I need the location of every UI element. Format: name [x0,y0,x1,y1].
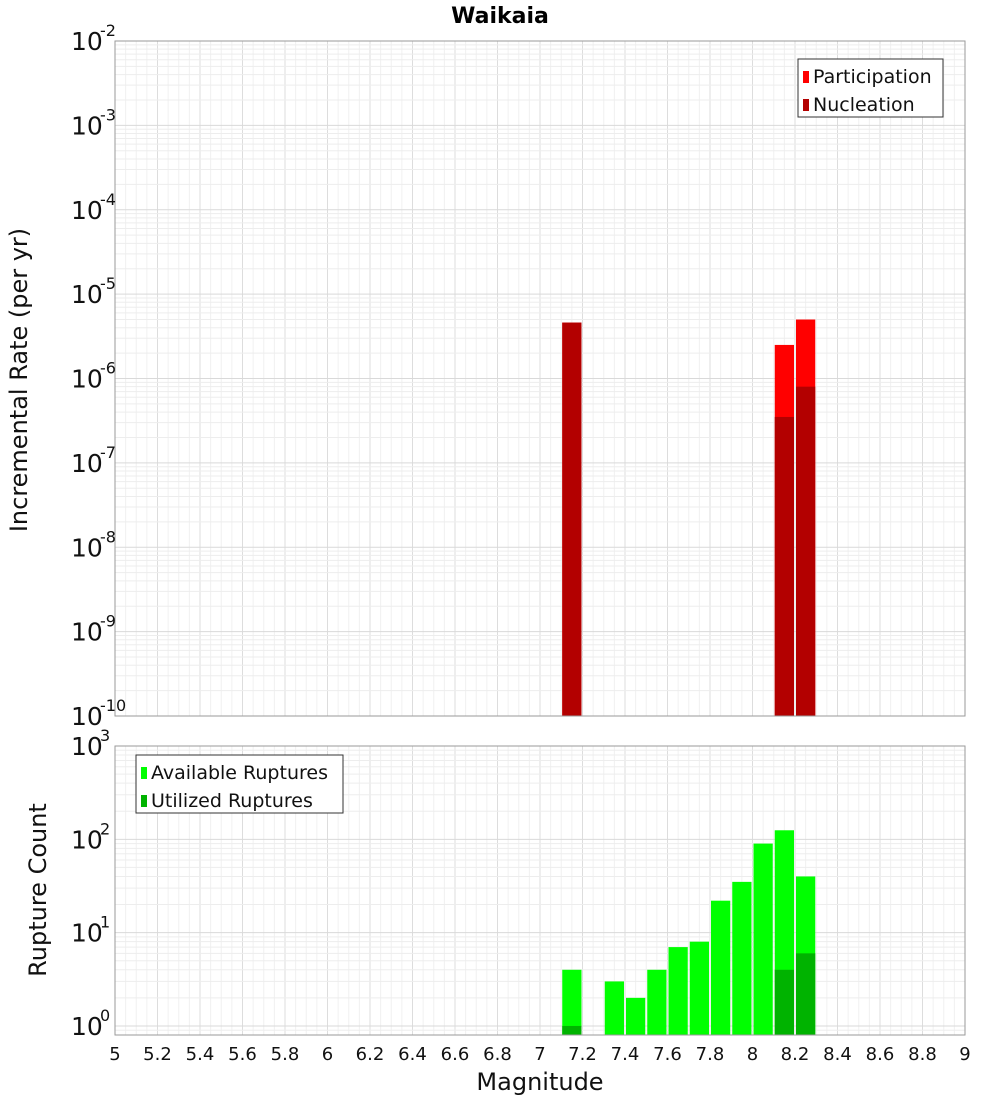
rate-y-tick-exponent: -6 [100,359,116,378]
rate-legend-label: Participation [813,66,932,88]
count-y-tick-exponent: 1 [100,913,110,932]
rate-legend-box [797,58,944,118]
x-tick-label: 8.8 [908,1044,937,1065]
x-tick-label: 6.2 [356,1044,385,1065]
count-legend-label: Available Ruptures [151,762,328,784]
count-legend-swatch [141,767,147,779]
count-y-tick-label: 10 [71,732,103,761]
count-bar [562,1025,582,1035]
count-y-tick-label: 10 [71,825,103,854]
count-bar [626,997,646,1035]
rate-plot-border [114,40,966,717]
count-bar [753,843,773,1035]
count-grid [114,745,966,1036]
count-y-tick-exponent: 3 [100,726,110,745]
rate-legend-swatch [803,99,809,111]
x-tick-label: 8.2 [781,1044,810,1065]
rate-y-tick-label: 10 [71,618,103,647]
count-y-tick-exponent: 2 [100,819,110,838]
x-tick-label: 6.6 [441,1044,470,1065]
rate-y-tick-label: 10 [71,280,103,309]
x-tick-label: 5.6 [228,1044,257,1065]
count-bar [711,900,731,1035]
x-tick-label: 6 [322,1044,333,1065]
count-legend: Available Ruptures Utilized Ruptures [135,754,344,814]
rate-legend-swatch [803,71,809,83]
count-y-tick-label: 10 [71,919,103,948]
x-tick-label: 8.6 [866,1044,895,1065]
rate-y-tick-exponent: -9 [100,612,116,631]
count-bar [732,881,752,1035]
count-legend-box [135,754,344,814]
top-y-axis-label: Incremental Rate (per yr) [5,228,33,532]
rate-y-tick-exponent: -4 [100,190,116,209]
count-bar [796,953,816,1035]
chart-title: Waikaia [451,4,549,29]
count-series-1 [562,953,816,1035]
rate-y-tick-exponent: -2 [100,21,116,40]
x-tick-label: 7.6 [653,1044,682,1065]
rate-y-tick-exponent: -10 [100,696,126,715]
rate-y-tick-label: 10 [71,196,103,225]
rate-legend: Participation Nucleation [797,58,944,118]
rate-legend-label: Nucleation [813,94,915,116]
x-tick-label: 5 [109,1044,120,1065]
count-y-tick-label: 10 [71,1012,103,1041]
x-tick-label: 8.4 [823,1044,852,1065]
count-bar [604,981,624,1035]
x-tick-label: 7 [534,1044,545,1065]
rate-y-tick-exponent: -7 [100,443,116,462]
count-bar [774,969,794,1035]
count-bar [562,969,582,1035]
rate-bar [562,322,582,716]
rate-bar [796,386,816,716]
count-bar [668,947,688,1035]
x-tick-label: 5.4 [186,1044,215,1065]
x-tick-label: 7.2 [568,1044,597,1065]
rate-y-tick-label: 10 [71,27,103,56]
x-tick-label: 7.8 [696,1044,725,1065]
x-tick-label: 8 [747,1044,758,1065]
count-plot-border [114,745,966,1036]
rate-series-1 [562,322,816,716]
count-bar [689,941,709,1035]
x-axis-label: Magnitude [476,1068,603,1096]
x-tick-label: 6.4 [398,1044,427,1065]
bottom-y-axis-label: Rupture Count [24,803,52,977]
x-tick-label: 5.2 [143,1044,172,1065]
x-tick-label: 6.8 [483,1044,512,1065]
rate-y-tick-label: 10 [71,449,103,478]
rate-panel: 10-1010-910-810-710-610-510-410-310-2Par… [71,21,966,731]
rate-y-tick-label: 10 [71,111,103,140]
rate-y-tick-exponent: -5 [100,274,116,293]
x-tick-label: 9 [959,1044,970,1065]
rate-y-tick-exponent: -8 [100,527,116,546]
count-legend-swatch [141,795,147,807]
count-bar [647,969,667,1035]
x-tick-label: 5.8 [271,1044,300,1065]
rate-y-tick-label: 10 [71,702,103,731]
rate-grid [114,40,966,717]
x-axis: 5 5.2 5.4 5.6 5.8 6 6.2 6.4 6.6 6.8 7 7.2 7.4 7.6 7.8 8… [109,1044,970,1065]
count-series-0 [562,830,816,1035]
rate-y-tick-exponent: -3 [100,105,116,124]
count-legend-label: Utilized Ruptures [151,790,313,812]
rate-bar [774,416,794,716]
rate-y-tick-label: 10 [71,533,103,562]
rate-y-tick-label: 10 [71,365,103,394]
x-tick-label: 7.4 [611,1044,640,1065]
count-y-tick-exponent: 0 [100,1006,110,1025]
